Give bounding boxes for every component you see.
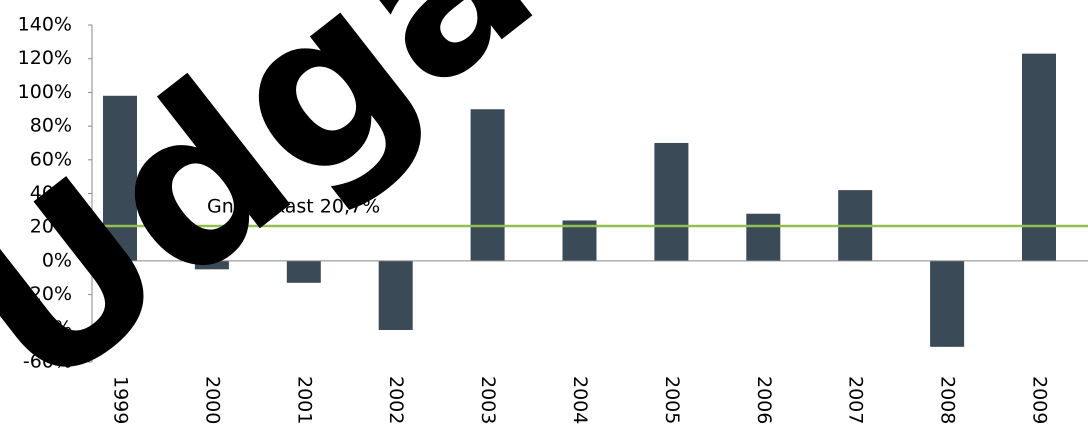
y-tick-label: 60% — [30, 148, 72, 170]
x-tick-label: 2005 — [661, 376, 683, 424]
y-tick-label: 20% — [30, 216, 72, 238]
bar — [930, 260, 965, 347]
bar — [654, 142, 689, 261]
bar — [103, 95, 137, 261]
y-tick-label: -40% — [23, 317, 72, 339]
average-label: Gns. afkast 20,7% — [207, 196, 380, 218]
bar — [378, 260, 413, 330]
bar — [194, 260, 229, 270]
y-tick-label: 80% — [30, 115, 72, 137]
x-tick-label: 2004 — [569, 376, 591, 424]
x-tick-label: 2000 — [201, 376, 223, 424]
bar — [746, 213, 781, 261]
x-tick-label: 2007 — [845, 376, 867, 424]
y-tick-label: -60% — [23, 351, 72, 373]
x-tick-label: 2003 — [477, 376, 499, 424]
y-tick-label: 140% — [18, 14, 72, 36]
y-tick-label: 40% — [30, 182, 72, 204]
bar — [470, 109, 505, 261]
x-tick-label: 2006 — [753, 376, 775, 424]
bar — [286, 260, 321, 283]
y-tick-label: -20% — [23, 283, 72, 305]
y-tick-label: 100% — [18, 81, 72, 103]
y-tick-label: 120% — [18, 47, 72, 69]
bar — [1022, 53, 1056, 261]
x-tick-label: 1999 — [110, 376, 132, 424]
x-tick-label: 2002 — [385, 376, 407, 424]
x-tick-label: 2008 — [937, 376, 959, 424]
y-tick-label: 0% — [42, 249, 72, 271]
x-tick-label: 2001 — [293, 376, 315, 424]
x-tick-label: 2009 — [1029, 376, 1051, 424]
